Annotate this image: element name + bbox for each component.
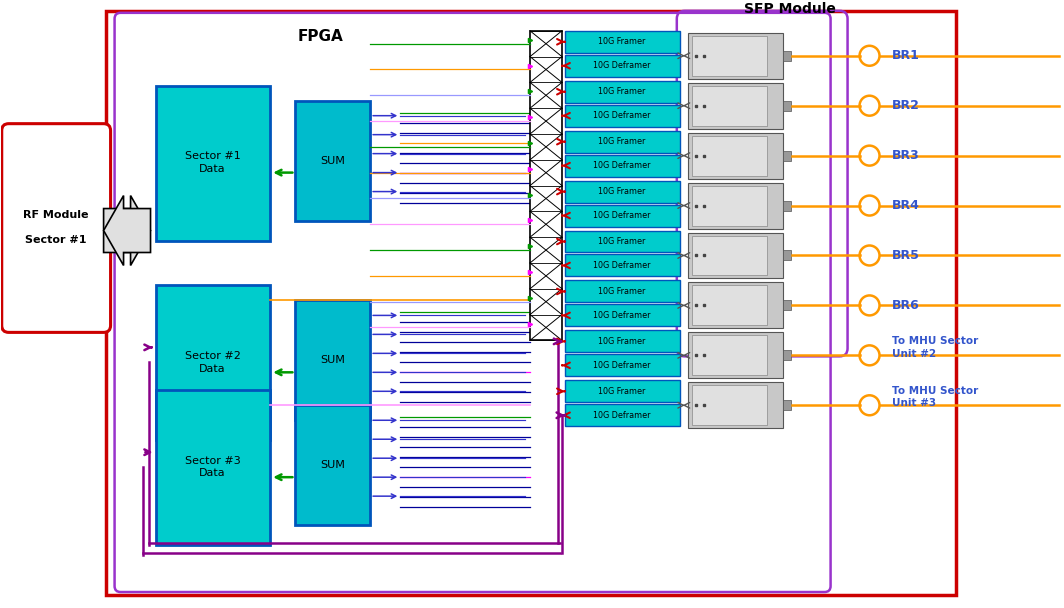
Bar	[692, 235, 767, 275]
Bar	[692, 385, 767, 425]
Bar	[296, 300, 370, 420]
Text: 10G Deframer: 10G Deframer	[593, 411, 650, 420]
Bar	[565, 154, 680, 176]
FancyBboxPatch shape	[2, 123, 111, 333]
Text: 10G Deframer: 10G Deframer	[593, 161, 650, 170]
Text: SUM: SUM	[320, 355, 345, 365]
Bar	[692, 86, 767, 126]
Bar	[687, 382, 783, 428]
Text: 10G Deframer: 10G Deframer	[593, 211, 650, 220]
Bar	[565, 381, 680, 402]
Bar	[783, 250, 791, 260]
Bar	[565, 305, 680, 326]
Bar	[783, 350, 791, 361]
Text: Sector #2
Data: Sector #2 Data	[184, 351, 240, 373]
Text: Sector #1
Data: Sector #1 Data	[184, 151, 240, 174]
Text: BR4: BR4	[892, 199, 919, 212]
Text: RF Module

Sector #1: RF Module Sector #1	[23, 210, 88, 245]
Bar	[155, 86, 270, 241]
Text: SUM: SUM	[320, 156, 345, 165]
Bar	[565, 404, 680, 426]
Bar	[565, 330, 680, 353]
Bar	[565, 255, 680, 277]
Bar	[565, 81, 680, 103]
Bar	[565, 204, 680, 227]
Bar	[687, 182, 783, 229]
Bar	[692, 336, 767, 375]
Bar	[530, 31, 562, 340]
Text: 10G Deframer: 10G Deframer	[593, 61, 650, 71]
Bar	[692, 36, 767, 76]
Bar	[565, 230, 680, 252]
Text: To MHU Sector
Unit #2: To MHU Sector Unit #2	[892, 336, 978, 359]
Bar	[783, 300, 791, 311]
Text: SFP Module: SFP Module	[744, 2, 835, 16]
Text: 10G Deframer: 10G Deframer	[593, 111, 650, 120]
Text: BR1: BR1	[892, 49, 919, 62]
Text: 10G Framer: 10G Framer	[598, 37, 646, 46]
Bar	[155, 285, 270, 440]
Text: 10G Framer: 10G Framer	[598, 137, 646, 146]
Bar	[296, 101, 370, 221]
Bar	[565, 31, 680, 53]
Bar	[783, 51, 791, 61]
Text: BR5: BR5	[892, 249, 919, 262]
Text: FPGA: FPGA	[298, 29, 344, 44]
Bar	[783, 201, 791, 210]
Text: 10G Framer: 10G Framer	[598, 87, 646, 96]
Bar	[687, 232, 783, 278]
Bar	[565, 280, 680, 302]
Bar	[105, 11, 957, 595]
Bar	[565, 131, 680, 153]
Text: BR2: BR2	[892, 99, 919, 112]
Bar	[783, 151, 791, 161]
Text: 10G Deframer: 10G Deframer	[593, 311, 650, 320]
Polygon shape	[103, 196, 150, 266]
Bar	[565, 354, 680, 376]
Bar	[692, 285, 767, 325]
Text: SUM: SUM	[320, 460, 345, 470]
Bar	[783, 101, 791, 111]
Bar	[687, 333, 783, 378]
Bar	[687, 283, 783, 328]
Text: 10G Framer: 10G Framer	[598, 337, 646, 346]
Bar	[783, 400, 791, 410]
Bar	[687, 133, 783, 179]
Text: To MHU Sector
Unit #3: To MHU Sector Unit #3	[892, 386, 978, 409]
Text: Sector #3
Data: Sector #3 Data	[184, 456, 240, 478]
Text: 10G Deframer: 10G Deframer	[593, 361, 650, 370]
Bar	[296, 406, 370, 525]
Text: 10G Deframer: 10G Deframer	[593, 261, 650, 270]
Bar	[687, 33, 783, 78]
Text: BR3: BR3	[892, 149, 919, 162]
Text: 10G Framer: 10G Framer	[598, 237, 646, 246]
Bar	[692, 185, 767, 226]
Text: BR6: BR6	[892, 299, 919, 312]
Text: 10G Framer: 10G Framer	[598, 187, 646, 196]
Bar	[565, 181, 680, 202]
Polygon shape	[103, 196, 150, 266]
Bar	[692, 136, 767, 176]
Bar	[565, 55, 680, 77]
Text: 10G Framer: 10G Framer	[598, 287, 646, 296]
Bar	[687, 83, 783, 129]
Bar	[565, 105, 680, 126]
Bar	[155, 390, 270, 545]
Text: 10G Framer: 10G Framer	[598, 387, 646, 396]
